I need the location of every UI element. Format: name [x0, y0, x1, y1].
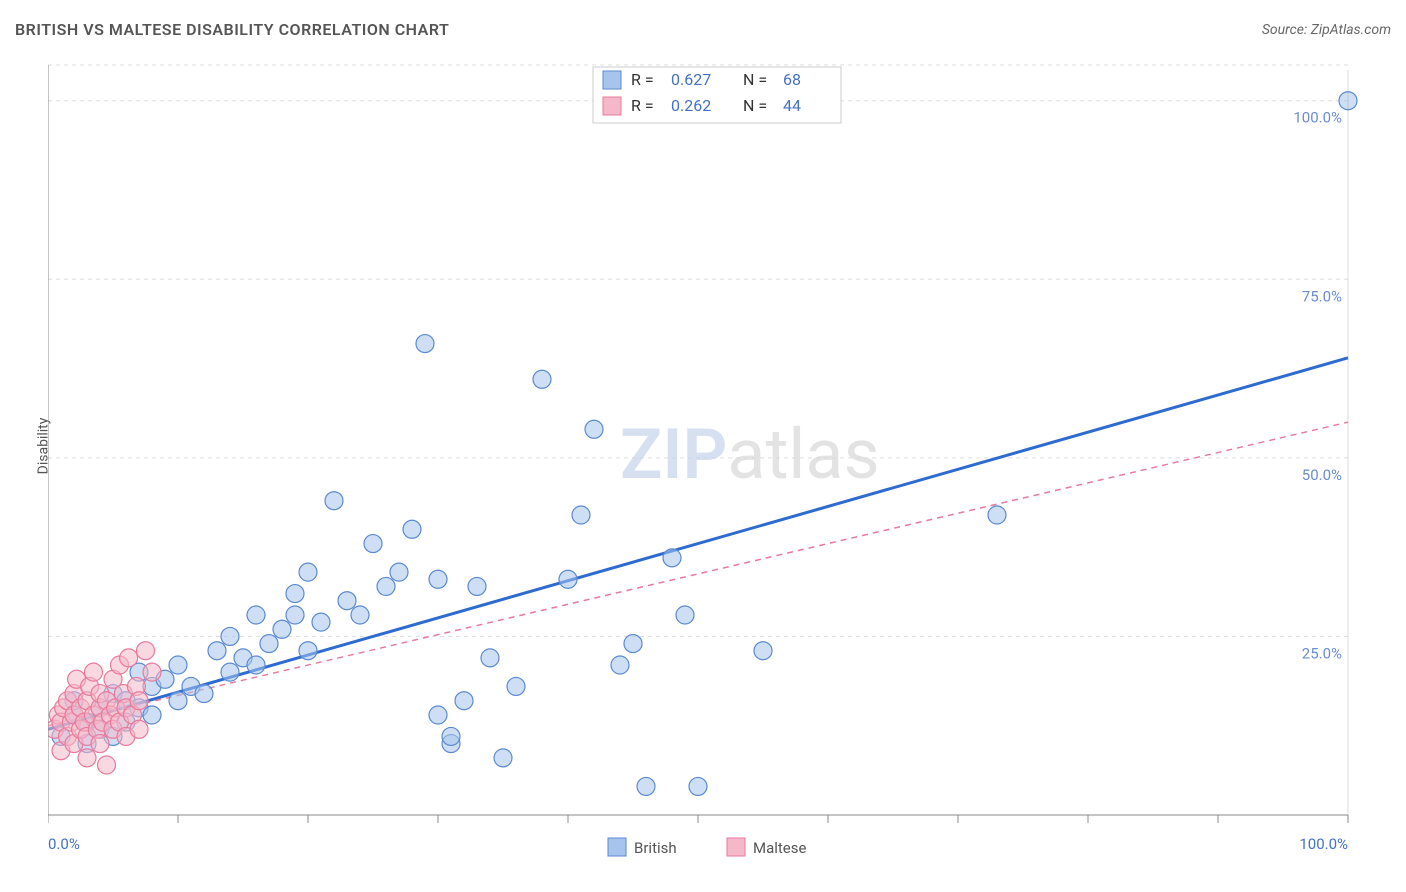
data-point [286, 606, 304, 624]
data-point [390, 563, 408, 581]
data-point [169, 692, 187, 710]
data-point [325, 492, 343, 510]
y-tick-label: 50.0% [1302, 466, 1342, 484]
stats-r-value: 0.627 [671, 70, 711, 89]
data-point [533, 370, 551, 388]
y-tick-label: 25.0% [1302, 644, 1342, 662]
legend-label: British [634, 839, 677, 857]
data-point [221, 627, 239, 645]
data-point [195, 685, 213, 703]
data-point [442, 727, 460, 745]
data-point [143, 706, 161, 724]
data-point [676, 606, 694, 624]
legend-swatch [727, 838, 745, 856]
data-point [416, 335, 434, 353]
data-point [260, 635, 278, 653]
chart-title: BRITISH VS MALTESE DISABILITY CORRELATIO… [15, 20, 449, 39]
x-tick-label: 0.0% [48, 835, 80, 853]
data-point [494, 749, 512, 767]
data-point [247, 606, 265, 624]
data-point [130, 720, 148, 738]
data-point [624, 635, 642, 653]
data-point [754, 642, 772, 660]
data-point [559, 570, 577, 588]
data-point [208, 642, 226, 660]
data-point [338, 592, 356, 610]
data-point [137, 642, 155, 660]
source-label: Source: ZipAtlas.com [1262, 22, 1391, 38]
data-point [988, 506, 1006, 524]
data-point [299, 642, 317, 660]
data-point [637, 777, 655, 795]
data-point [143, 663, 161, 681]
data-point [169, 656, 187, 674]
data-point [468, 577, 486, 595]
legend-swatch [608, 838, 626, 856]
data-point [455, 692, 473, 710]
stats-n-label: N = [743, 96, 767, 115]
legend-label: Maltese [753, 839, 807, 857]
data-point [120, 649, 138, 667]
scatter-chart: ZIPatlas0.0%100.0%25.0%50.0%75.0%100.0%R… [48, 55, 1388, 835]
stats-n-label: N = [743, 70, 767, 89]
stats-swatch [603, 97, 621, 115]
data-point [312, 613, 330, 631]
stats-r-label: R = [631, 96, 654, 115]
data-point [611, 656, 629, 674]
data-point [351, 606, 369, 624]
data-point [663, 549, 681, 567]
data-point [299, 563, 317, 581]
data-point [286, 585, 304, 603]
stats-n-value: 44 [783, 96, 801, 115]
data-point [585, 420, 603, 438]
data-point [507, 677, 525, 695]
data-point [572, 506, 590, 524]
watermark: ZIPatlas [620, 414, 880, 496]
data-point [403, 520, 421, 538]
stats-r-label: R = [631, 70, 654, 89]
data-point [247, 656, 265, 674]
x-tick-label: 100.0% [1299, 835, 1348, 853]
data-point [85, 663, 103, 681]
y-tick-label: 100.0% [1293, 109, 1342, 127]
data-point [429, 570, 447, 588]
stats-n-value: 68 [783, 70, 801, 89]
data-point [689, 777, 707, 795]
data-point [130, 692, 148, 710]
data-point [481, 649, 499, 667]
data-point [364, 535, 382, 553]
stats-swatch [603, 71, 621, 89]
stats-r-value: 0.262 [671, 96, 711, 115]
data-point [273, 620, 291, 638]
data-point [221, 663, 239, 681]
data-point [377, 577, 395, 595]
data-point [78, 749, 96, 767]
data-point [429, 706, 447, 724]
y-tick-label: 75.0% [1302, 287, 1342, 305]
data-point [91, 735, 109, 753]
data-point [98, 756, 116, 774]
